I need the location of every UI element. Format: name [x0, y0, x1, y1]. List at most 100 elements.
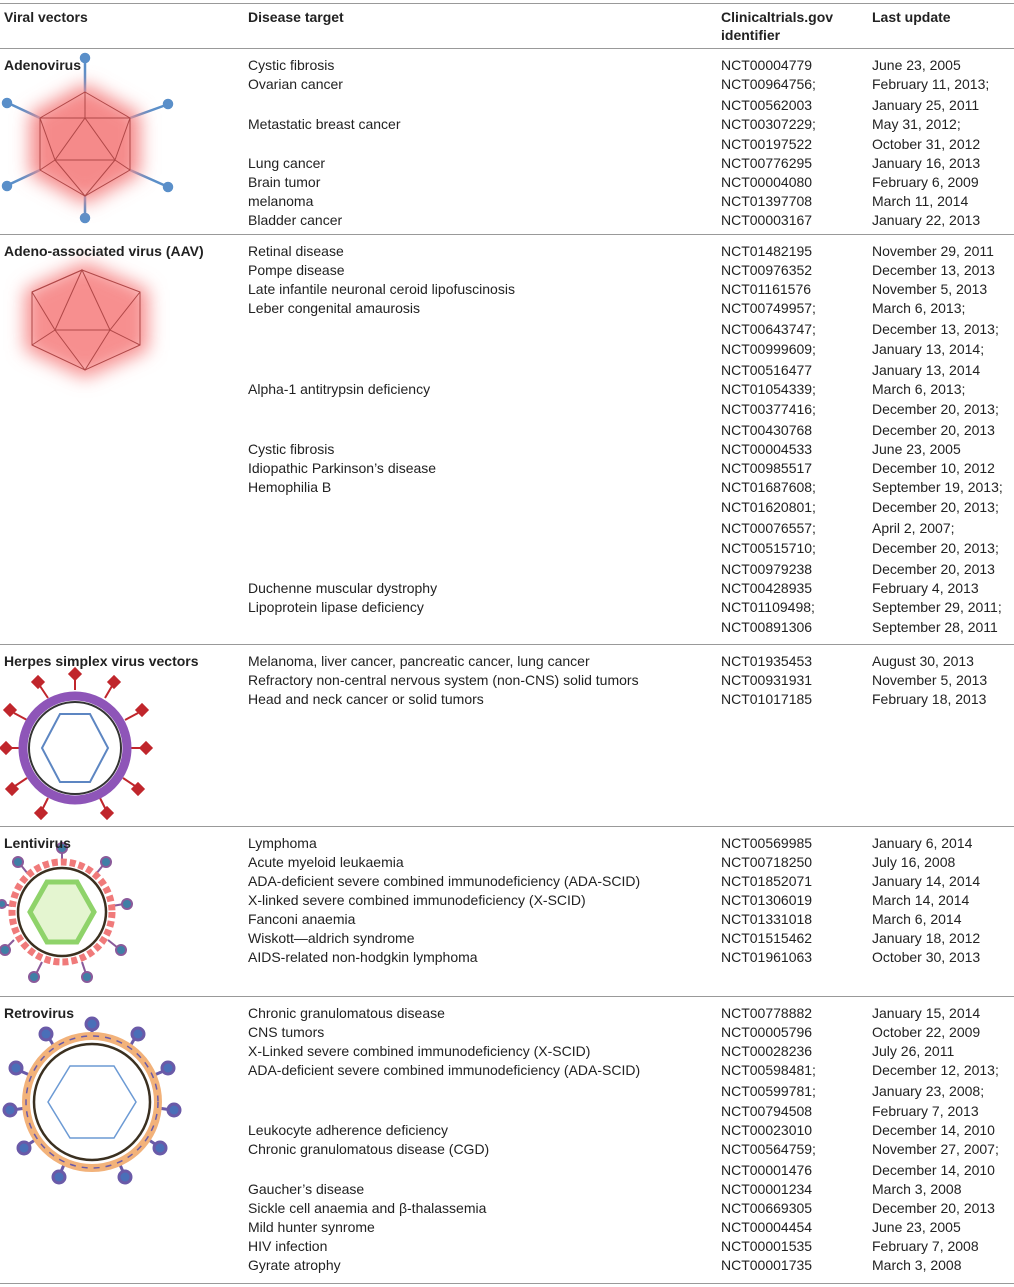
last-update: March 14, 2014: [872, 892, 970, 908]
disease-target: Melanoma, liver cancer, pancreatic cance…: [248, 653, 590, 669]
trial-identifier: NCT00985517: [721, 459, 813, 476]
disease-target: AIDS-related non-hodgkin lymphoma: [248, 949, 478, 965]
last-update: February 4, 2013: [872, 579, 979, 596]
trial-identifier: NCT01515462: [721, 930, 813, 946]
last-update: March 11, 2014: [872, 193, 969, 209]
trial-identifier: NCT00516477: [721, 361, 813, 378]
last-update: September 19, 2013;: [872, 478, 1003, 495]
trial-identifier: NCT00003167: [721, 212, 813, 228]
last-update: November 29, 2011: [872, 243, 994, 259]
last-update: January 13, 2014: [872, 361, 981, 378]
last-update: March 6, 2013;: [872, 380, 966, 397]
header-cell: Clinicaltrials.gov identifier: [721, 9, 834, 43]
last-update: December 13, 2013: [872, 262, 995, 278]
row-rule: [0, 1283, 1014, 1284]
trial-identifier: NCT00931931: [721, 672, 813, 688]
last-update: December 20, 2013: [872, 421, 995, 438]
last-update: February 6, 2009: [872, 174, 979, 190]
disease-target: Refractory non-central nervous system (n…: [248, 672, 639, 688]
lentivirus-icon: [0, 842, 133, 983]
trial-identifier: NCT01017185: [721, 691, 813, 707]
trial-identifier: NCT00794508: [721, 1103, 813, 1119]
disease-target: Metastatic breast cancer: [248, 115, 401, 132]
last-update: December 14, 2010: [872, 1122, 995, 1138]
last-update: April 2, 2007;: [872, 519, 955, 536]
last-update: January 22, 2013: [872, 212, 981, 228]
last-update: November 5, 2013: [872, 281, 988, 297]
disease-target: ADA-deficient severe combined immunodefi…: [248, 1062, 641, 1078]
last-update: June 23, 2005: [872, 440, 961, 457]
trial-identifier: NCT00004533: [721, 440, 813, 457]
trial-identifier: NCT00023010: [721, 1122, 813, 1138]
trial-identifier: NCT01397708: [721, 193, 813, 209]
last-update: December 20, 2013;: [872, 540, 999, 556]
last-update: March 6, 2014: [872, 911, 962, 927]
disease-target: Idiopathic Parkinson’s disease: [248, 459, 437, 476]
last-update: December 13, 2013;: [872, 320, 999, 337]
trial-identifier: NCT00004779: [721, 57, 813, 73]
top-rule: [0, 3, 1014, 4]
virus-icons: [0, 52, 182, 1185]
last-update: January 13, 2014;: [872, 341, 985, 357]
trial-identifier: NCT00307229;: [721, 115, 816, 132]
last-update: December 10, 2012: [872, 459, 995, 476]
disease-target: Pompe disease: [248, 262, 345, 278]
trial-identifier: NCT00749957;: [721, 300, 816, 316]
trial-identifier: NCT00028236: [721, 1043, 813, 1059]
last-update: November 5, 2013: [872, 672, 988, 688]
vector-name: Adeno-associated virus (AAV): [4, 243, 204, 259]
trial-identifier: NCT00778882: [721, 1005, 813, 1021]
last-update: December 20, 2013;: [872, 401, 999, 417]
disease-target: Lipoprotein lipase deficiency: [248, 598, 424, 615]
last-update: March 6, 2013;: [872, 300, 966, 316]
disease-target: Hemophilia B: [248, 478, 332, 495]
disease-target: Acute myeloid leukaemia: [248, 854, 404, 870]
trial-identifier: NCT00891306: [721, 619, 813, 635]
trial-identifier: NCT01852071: [721, 873, 813, 889]
vector-name: Herpes simplex virus vectors: [4, 653, 199, 669]
disease-target: Wiskott—aldrich syndrome: [248, 930, 415, 946]
last-update: January 18, 2012: [872, 930, 981, 946]
last-update: July 26, 2011: [872, 1043, 955, 1059]
header-cell: Viral vectors: [4, 9, 88, 25]
trial-identifier: NCT01620801;: [721, 499, 816, 515]
disease-target: Cystic fibrosis: [248, 57, 335, 73]
trial-identifier: NCT00197522: [721, 136, 813, 152]
last-update: October 30, 2013: [872, 949, 981, 965]
last-update: December 20, 2013: [872, 560, 995, 577]
trial-identifier: NCT00979238: [721, 560, 813, 577]
last-update: December 14, 2010: [872, 1161, 995, 1178]
trial-identifier: NCT00643747;: [721, 320, 816, 337]
disease-target: melanoma: [248, 193, 314, 209]
disease-target: Chronic granulomatous disease (CGD): [248, 1141, 490, 1157]
disease-target: HIV infection: [248, 1237, 328, 1254]
disease-target: Cystic fibrosis: [248, 440, 335, 457]
disease-target: Bladder cancer: [248, 212, 343, 228]
trial-identifier: NCT00976352: [721, 262, 813, 278]
last-update: February 18, 2013: [872, 691, 987, 707]
trial-identifier: NCT00569985: [721, 835, 813, 851]
trial-identifier: NCT00599781;: [721, 1082, 816, 1099]
disease-target: Leber congenital amaurosis: [248, 300, 420, 316]
last-update: December 20, 2013: [872, 1199, 995, 1216]
trial-identifier: NCT00999609;: [721, 341, 816, 357]
disease-target: Ovarian cancer: [248, 76, 343, 92]
last-update: October 31, 2012: [872, 136, 981, 152]
last-update: January 16, 2013: [872, 155, 981, 171]
last-update: May 31, 2012;: [872, 115, 961, 132]
disease-target: ADA-deficient severe combined immunodefi…: [248, 873, 641, 889]
trial-identifier: NCT01109498;: [721, 598, 815, 615]
trial-identifier: NCT00004080: [721, 174, 813, 190]
last-update: December 12, 2013;: [872, 1062, 999, 1078]
last-update: February 7, 2008: [872, 1237, 979, 1254]
trial-identifier: NCT00377416;: [721, 401, 816, 417]
disease-target: Head and neck cancer or solid tumors: [248, 691, 484, 707]
last-update: March 3, 2008: [872, 1256, 962, 1273]
trial-identifier: NCT00564759;: [721, 1141, 816, 1157]
disease-target: Alpha-1 antitrypsin deficiency: [248, 380, 431, 397]
last-update: January 14, 2014: [872, 873, 981, 889]
trial-identifier: NCT01482195: [721, 243, 813, 259]
last-update: November 27, 2007;: [872, 1141, 999, 1157]
last-update: June 23, 2005: [872, 1218, 961, 1235]
